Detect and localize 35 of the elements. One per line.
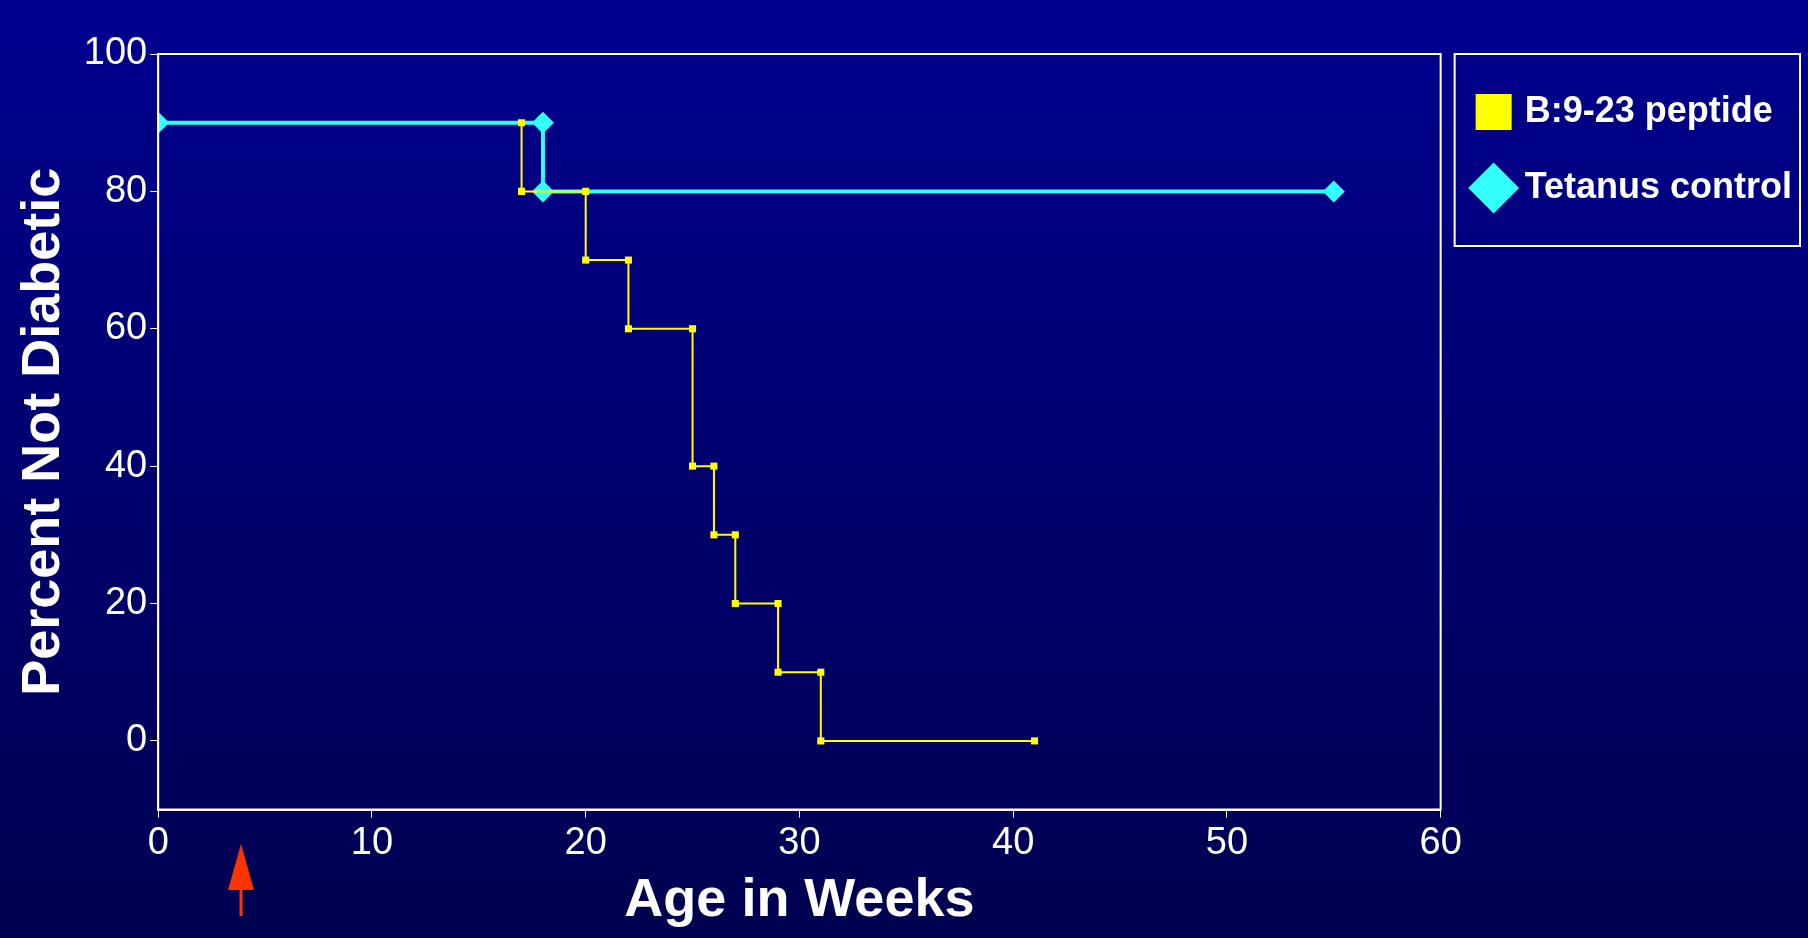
- point: [817, 737, 825, 745]
- y-tick-label: 20: [104, 580, 148, 623]
- y-tick-label: 60: [104, 305, 148, 348]
- x-tick-label: 30: [778, 819, 821, 862]
- x-tick-label: 60: [1419, 819, 1462, 862]
- point: [1322, 180, 1345, 203]
- y-tick-label: 40: [104, 442, 148, 485]
- point: [518, 187, 526, 195]
- x-axis-title: Age in Weeks: [624, 867, 975, 928]
- point: [710, 462, 718, 470]
- point: [1031, 737, 1039, 745]
- x-tick-label: 50: [1205, 819, 1249, 862]
- point: [518, 119, 526, 127]
- legend-label: Tetanus control: [1524, 164, 1793, 206]
- x-tick-label: 40: [992, 819, 1035, 862]
- point: [531, 111, 554, 134]
- point: [689, 325, 697, 333]
- x-tick-label: 10: [350, 819, 394, 862]
- y-axis-title: Percent Not Diabetic: [10, 167, 71, 696]
- y-tick-label: 0: [126, 717, 148, 760]
- point: [731, 599, 739, 608]
- point: [731, 531, 739, 539]
- point: [582, 187, 590, 195]
- point: [817, 668, 825, 676]
- y-tick-label: 80: [104, 167, 148, 210]
- point: [624, 325, 632, 333]
- point: [710, 531, 718, 539]
- point: [689, 462, 697, 470]
- y-tick-label: 100: [83, 30, 148, 73]
- legend-label: B:9-23 peptide: [1524, 88, 1773, 130]
- point: [624, 256, 632, 264]
- x-tick-label: 20: [564, 819, 607, 862]
- point: [774, 668, 782, 676]
- point: [774, 599, 782, 608]
- point: [582, 256, 590, 264]
